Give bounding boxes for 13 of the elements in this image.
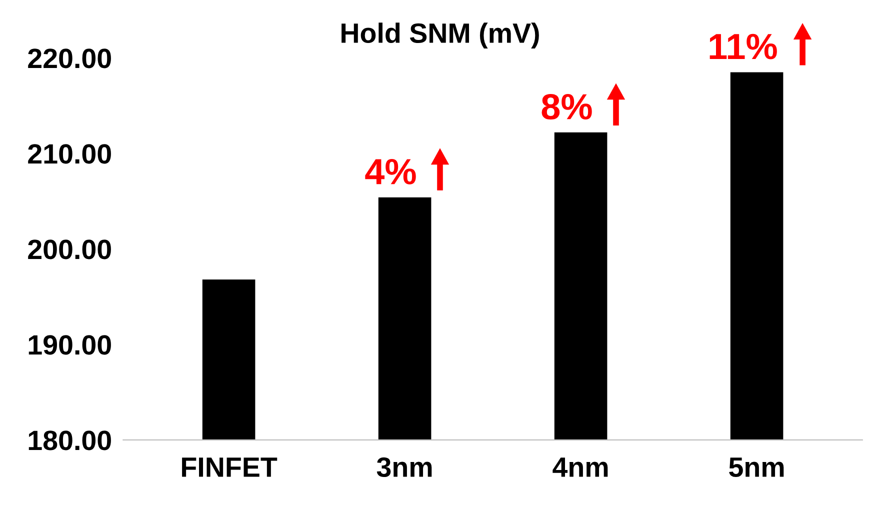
x-tick-label: FINFET xyxy=(182,458,278,477)
chart-title: Hold SNM (mV) xyxy=(342,22,539,49)
y-tick-label: 210.00 xyxy=(28,144,111,164)
y-tick-label: 180.00 xyxy=(28,430,111,450)
y-tick-label: 220.00 xyxy=(28,48,111,68)
x-tick-label: 3nm xyxy=(376,457,432,478)
annotation: 11% xyxy=(710,34,777,60)
y-tick-label: 200.00 xyxy=(28,240,111,260)
x-tick-label: 5nm xyxy=(729,458,784,477)
annotation: 8% xyxy=(542,94,592,120)
y-tick-label: 190.00 xyxy=(28,335,111,355)
x-tick-label: 4nm xyxy=(552,458,608,477)
annotation: 4% xyxy=(365,159,416,184)
